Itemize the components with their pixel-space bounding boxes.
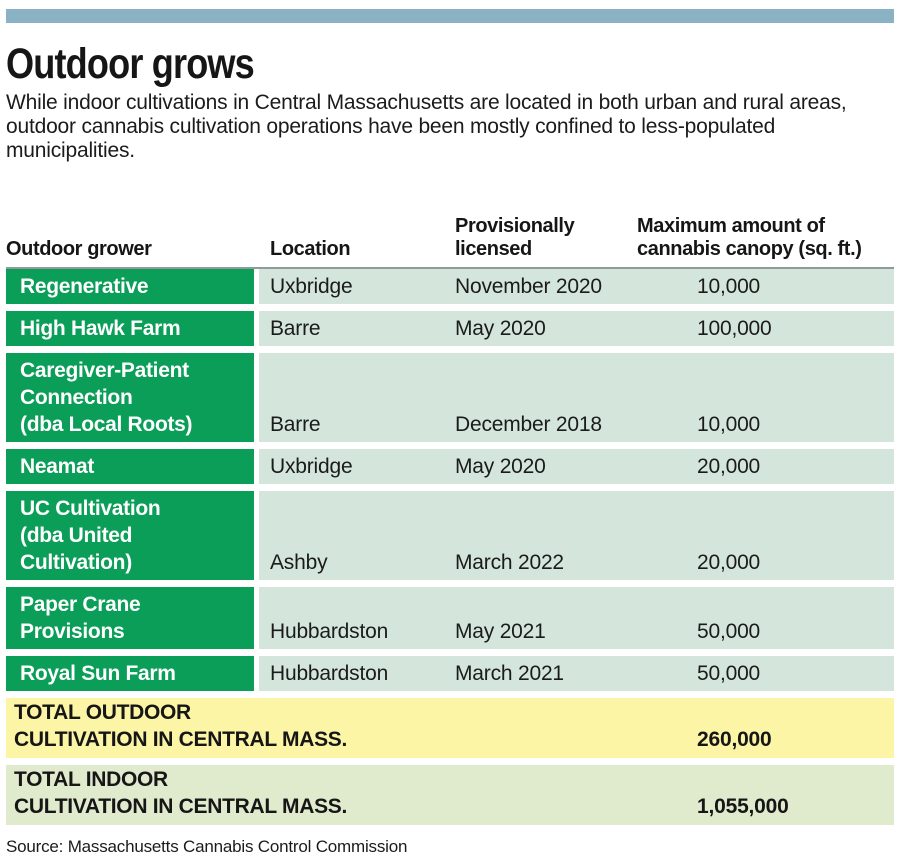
column-gap: [254, 203, 259, 261]
table-row: Neamat Uxbridge May 2020 20,000: [6, 449, 894, 484]
canopy-amount-cell: 10,000: [637, 269, 894, 304]
total-row-value: 1,055,000: [697, 795, 789, 818]
location-cell: Ashby: [259, 491, 455, 580]
column-header-grower: Outdoor grower: [6, 238, 152, 260]
grower-name-cell: Royal Sun Farm: [6, 656, 254, 691]
page-title: Outdoor grows: [6, 40, 255, 88]
location-cell: Hubbardston: [259, 656, 455, 691]
source-attribution: Source: Massachusetts Cannabis Control C…: [6, 837, 408, 856]
total-row-label: TOTAL INDOOR CULTIVATION IN CENTRAL MASS…: [14, 768, 348, 818]
header-hairline: [6, 267, 894, 269]
column-header-canopy: Maximum amount of cannabis canopy (sq. f…: [637, 215, 862, 260]
total-outdoor-row: TOTAL OUTDOOR CULTIVATION IN CENTRAL MAS…: [6, 698, 894, 758]
licensed-date-cell: May 2021: [455, 587, 637, 649]
column-gap: [254, 656, 259, 691]
total-row-label: TOTAL OUTDOOR CULTIVATION IN CENTRAL MAS…: [14, 701, 348, 751]
grower-name-cell: Regenerative: [6, 269, 254, 304]
location-cell: Barre: [259, 311, 455, 346]
table-row: Royal Sun Farm Hubbardston March 2021 50…: [6, 656, 894, 691]
table-row: Paper Crane Provisions Hubbardston May 2…: [6, 587, 894, 649]
total-indoor-row: TOTAL INDOOR CULTIVATION IN CENTRAL MASS…: [6, 765, 894, 825]
column-header-location: Location: [270, 238, 351, 260]
table-row: High Hawk Farm Barre May 2020 100,000: [6, 311, 894, 346]
grower-name-cell: Neamat: [6, 449, 254, 484]
column-gap: [254, 311, 259, 346]
licensed-date-cell: March 2022: [455, 491, 637, 580]
canopy-amount-cell: 100,000: [637, 311, 894, 346]
table-header-row: Outdoor grower Location Provisionally li…: [6, 203, 894, 267]
location-cell: Uxbridge: [259, 269, 455, 304]
canopy-amount-cell: 20,000: [637, 449, 894, 484]
table-row: UC Cultivation (dba United Cultivation) …: [6, 491, 894, 580]
column-gap: [254, 449, 259, 484]
column-gap: [254, 587, 259, 649]
canopy-amount-cell: 50,000: [637, 656, 894, 691]
table-row: Regenerative Uxbridge November 2020 10,0…: [6, 269, 894, 304]
canopy-amount-cell: 20,000: [637, 491, 894, 580]
table-row: Caregiver-Patient Connection (dba Local …: [6, 353, 894, 442]
grower-name-cell: Caregiver-Patient Connection (dba Local …: [6, 353, 254, 442]
total-row-value: 260,000: [697, 728, 772, 751]
licensed-date-cell: March 2021: [455, 656, 637, 691]
licensed-date-cell: May 2020: [455, 311, 637, 346]
column-gap: [254, 491, 259, 580]
canopy-amount-cell: 50,000: [637, 587, 894, 649]
page-description: While indoor cultivations in Central Mas…: [6, 91, 847, 162]
location-cell: Hubbardston: [259, 587, 455, 649]
grower-name-cell: Paper Crane Provisions: [6, 587, 254, 649]
column-gap: [254, 353, 259, 442]
grower-name-cell: High Hawk Farm: [6, 311, 254, 346]
growers-table: Outdoor grower Location Provisionally li…: [6, 203, 894, 832]
top-accent-bar: [6, 9, 894, 23]
column-header-licensed: Provisionally licensed: [455, 215, 575, 260]
licensed-date-cell: May 2020: [455, 449, 637, 484]
column-gap: [254, 269, 259, 304]
location-cell: Barre: [259, 353, 455, 442]
canopy-amount-cell: 10,000: [637, 353, 894, 442]
location-cell: Uxbridge: [259, 449, 455, 484]
licensed-date-cell: November 2020: [455, 269, 637, 304]
grower-name-cell: UC Cultivation (dba United Cultivation): [6, 491, 254, 580]
licensed-date-cell: December 2018: [455, 353, 637, 442]
